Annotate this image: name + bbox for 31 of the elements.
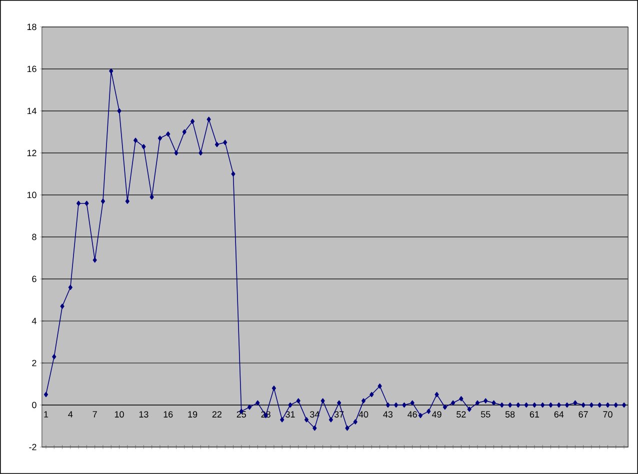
- x-tick-label: 64: [554, 411, 564, 418]
- x-tick-label: 4: [68, 411, 73, 418]
- y-tick-label: 2: [32, 360, 36, 366]
- x-tick-label: 22: [212, 411, 222, 418]
- y-tick-label: 12: [27, 150, 36, 156]
- x-tick-label: 43: [383, 411, 393, 418]
- x-tick-label: 52: [456, 411, 466, 418]
- x-tick-label: 61: [530, 411, 540, 418]
- y-tick-label: 0: [32, 402, 36, 408]
- y-tick-label: 10: [27, 192, 36, 198]
- x-tick-label: 10: [114, 411, 124, 418]
- y-tick-label: 14: [27, 108, 36, 114]
- x-tick-label: 7: [92, 411, 97, 418]
- x-tick-label: 31: [286, 411, 295, 418]
- x-tick-label: 19: [188, 411, 198, 418]
- x-tick-label: 40: [358, 411, 368, 418]
- x-tick-label: 70: [603, 411, 612, 418]
- x-tick-label: 58: [505, 411, 515, 418]
- x-tick-label: 16: [164, 411, 173, 418]
- y-tick-label: 16: [27, 66, 36, 72]
- y-tick-label: 6: [32, 276, 36, 282]
- y-tick-label: 4: [32, 318, 36, 324]
- y-tick-label: -2: [29, 444, 36, 450]
- x-tick-label: 13: [139, 411, 148, 418]
- y-tick-label: 8: [32, 234, 36, 240]
- x-tick-label: 49: [432, 411, 442, 418]
- x-tick-label: 55: [481, 411, 490, 418]
- x-tick-label: 1: [44, 411, 48, 418]
- y-tick-label: 18: [27, 24, 36, 30]
- x-tick-label: 46: [408, 411, 417, 418]
- x-tick-label: 67: [578, 411, 588, 418]
